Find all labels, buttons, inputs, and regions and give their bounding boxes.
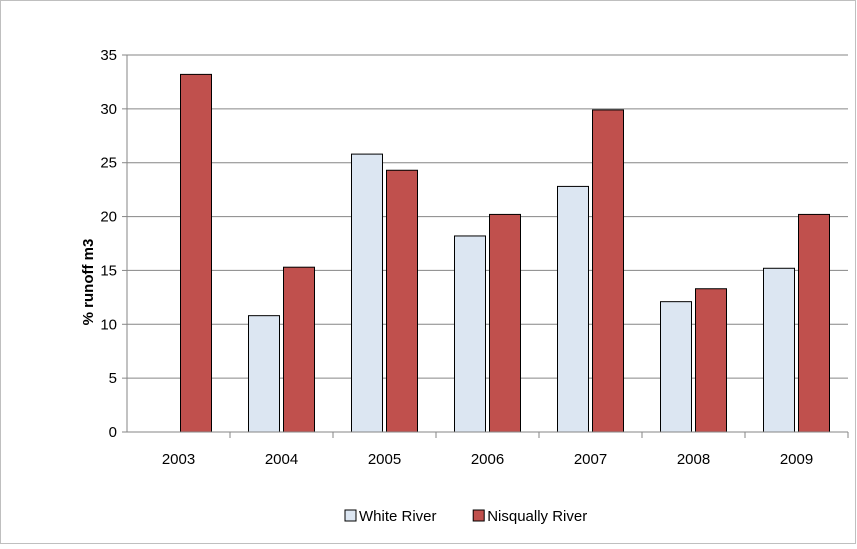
bar-white-river-2005 (351, 153, 383, 433)
bar-white-river-2006 (454, 235, 486, 433)
legend-swatch-nisqually-river (472, 509, 485, 522)
bar-nisqually-river-2008 (695, 288, 727, 433)
legend-swatch-white-river (344, 509, 357, 522)
y-tick-label: 30 (100, 101, 117, 118)
axes (122, 54, 849, 438)
y-tick-label: 0 (109, 424, 117, 441)
x-tick-label: 2006 (471, 451, 504, 468)
y-tick-label: 20 (100, 209, 117, 226)
x-tick-labels: 2003 2004 2005 2006 2007 2008 2009 (162, 451, 813, 468)
bar-white-river-2007 (557, 185, 589, 433)
legend-label-white-river: White River (359, 508, 437, 525)
x-tick-label: 2004 (265, 451, 298, 468)
x-tick-label: 2009 (780, 451, 813, 468)
bars (180, 73, 830, 433)
y-tick-labels: 0 5 10 15 20 25 30 35 (100, 47, 117, 441)
y-tick-label: 35 (100, 47, 117, 64)
x-tick-label: 2008 (677, 451, 710, 468)
bar-white-river-2009 (763, 267, 795, 433)
bar-white-river-2008 (660, 301, 692, 433)
x-tick-label: 2005 (368, 451, 401, 468)
bar-nisqually-river-2003 (180, 73, 212, 433)
bar-nisqually-river-2007 (592, 109, 624, 433)
bar-nisqually-river-2005 (386, 169, 418, 433)
y-tick-label: 10 (100, 316, 117, 333)
x-tick-label: 2003 (162, 451, 195, 468)
bar-nisqually-river-2004 (283, 266, 315, 433)
legend: White River Nisqually River (344, 508, 587, 525)
y-tick-label: 5 (109, 370, 117, 387)
bar-nisqually-river-2009 (798, 213, 830, 433)
x-tick-label: 2007 (574, 451, 607, 468)
y-tick-label: 25 (100, 155, 117, 172)
y-axis-label: % runoff m3 (80, 239, 97, 326)
y-tick-label: 15 (100, 262, 117, 279)
legend-label-nisqually-river: Nisqually River (487, 508, 587, 525)
bar-nisqually-river-2006 (489, 213, 521, 433)
bar-white-river-2004 (248, 315, 280, 433)
gridlines (127, 54, 848, 379)
